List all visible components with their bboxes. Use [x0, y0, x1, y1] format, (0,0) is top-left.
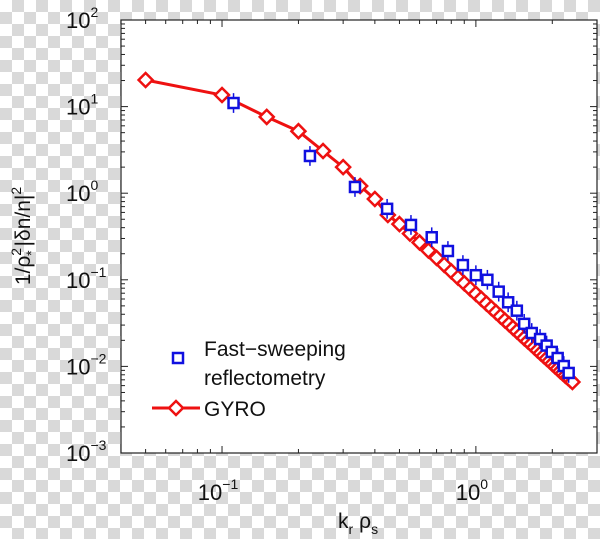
y-tick-label: 102 [66, 4, 98, 33]
x-axis-label-s: s [371, 521, 378, 537]
legend-label-gyro: GYRO [204, 398, 266, 421]
tick-exponent: −2 [90, 350, 106, 366]
tick-base: 10 [66, 95, 90, 120]
legend: Fast−sweeping reflectometry GYRO [152, 338, 346, 421]
gyro-point [136, 71, 155, 89]
reflectometry-point [517, 317, 531, 331]
plot-frame [120, 19, 598, 454]
legend-marker-gyro [167, 399, 185, 417]
tick-base: 10 [66, 354, 90, 379]
y-axis-label: 1/ρ2*|δn/n|2 [8, 187, 39, 286]
reflectometry-point [492, 285, 505, 298]
y-axis-label-sup2: 2 [8, 187, 24, 195]
reflectometry-point [404, 218, 418, 232]
gyro-point [334, 158, 352, 176]
y-tick-label: 101 [66, 91, 98, 120]
reflectometry-point [510, 304, 524, 317]
y-tick-label: 10−1 [66, 264, 107, 293]
x-axis-label-k: k [338, 510, 349, 533]
tick-base: 10 [66, 268, 90, 293]
tick-base: 10 [198, 480, 222, 505]
gyro-point [563, 373, 582, 391]
gyro-point [366, 190, 384, 208]
tick-base: 10 [66, 441, 90, 466]
reflectometry-point [469, 268, 483, 282]
tick-exponent: 2 [90, 4, 98, 20]
reflectometry-point [562, 366, 575, 380]
y-tick-label: 10−2 [66, 350, 107, 379]
reflectometry-point [227, 96, 240, 110]
reflectometry-point [456, 258, 470, 272]
reflectometry-point [501, 296, 515, 309]
gyro-point [213, 86, 231, 104]
legend-label-reflectometry-line2: reflectometry [204, 367, 326, 390]
gyro-point [257, 108, 276, 126]
tick-exponent: −1 [90, 264, 106, 280]
reflectometry-point [481, 273, 494, 287]
series-reflectometry [227, 93, 575, 383]
y-axis-label-sup: 2 [8, 248, 24, 256]
x-tick-label: 100 [456, 476, 488, 505]
tick-exponent: 0 [480, 476, 488, 492]
y-axis-label-prefix: 1/ρ [12, 256, 35, 286]
reflectometry-point [303, 149, 317, 163]
y-tick-label: 10−3 [66, 437, 107, 466]
x-axis-label-r: r [348, 521, 353, 537]
gyro-point [289, 122, 308, 140]
tick-exponent: 0 [90, 177, 98, 193]
legend-marker-reflectometry [171, 351, 185, 365]
reflectometry-point [380, 202, 394, 216]
gyro-point [410, 233, 429, 252]
x-axis-label: kr ρs [338, 510, 378, 537]
x-axis-label-rho: ρ [359, 510, 371, 533]
x-tick-label: 10−1 [198, 476, 239, 505]
gyro-point [314, 142, 332, 160]
tick-exponent: −1 [222, 476, 238, 492]
reflectometry-point [425, 230, 438, 244]
y-tick-label: 100 [66, 177, 98, 206]
reflectometry-point [441, 244, 455, 258]
tick-exponent: 1 [90, 91, 98, 107]
gyro-point [390, 215, 409, 233]
tick-base: 10 [456, 480, 480, 505]
plot-area [121, 20, 597, 453]
reflectometry-point [348, 180, 362, 194]
reflectometry-point [533, 332, 547, 346]
gyro-point [401, 224, 419, 243]
tick-base: 10 [66, 8, 90, 33]
tick-exponent: −3 [90, 437, 106, 453]
legend-label-reflectometry-line1: Fast−sweeping [204, 338, 346, 361]
y-axis-label-star: * [23, 250, 39, 256]
y-axis-label-body: |δn/n| [12, 195, 35, 247]
tick-base: 10 [66, 181, 90, 206]
